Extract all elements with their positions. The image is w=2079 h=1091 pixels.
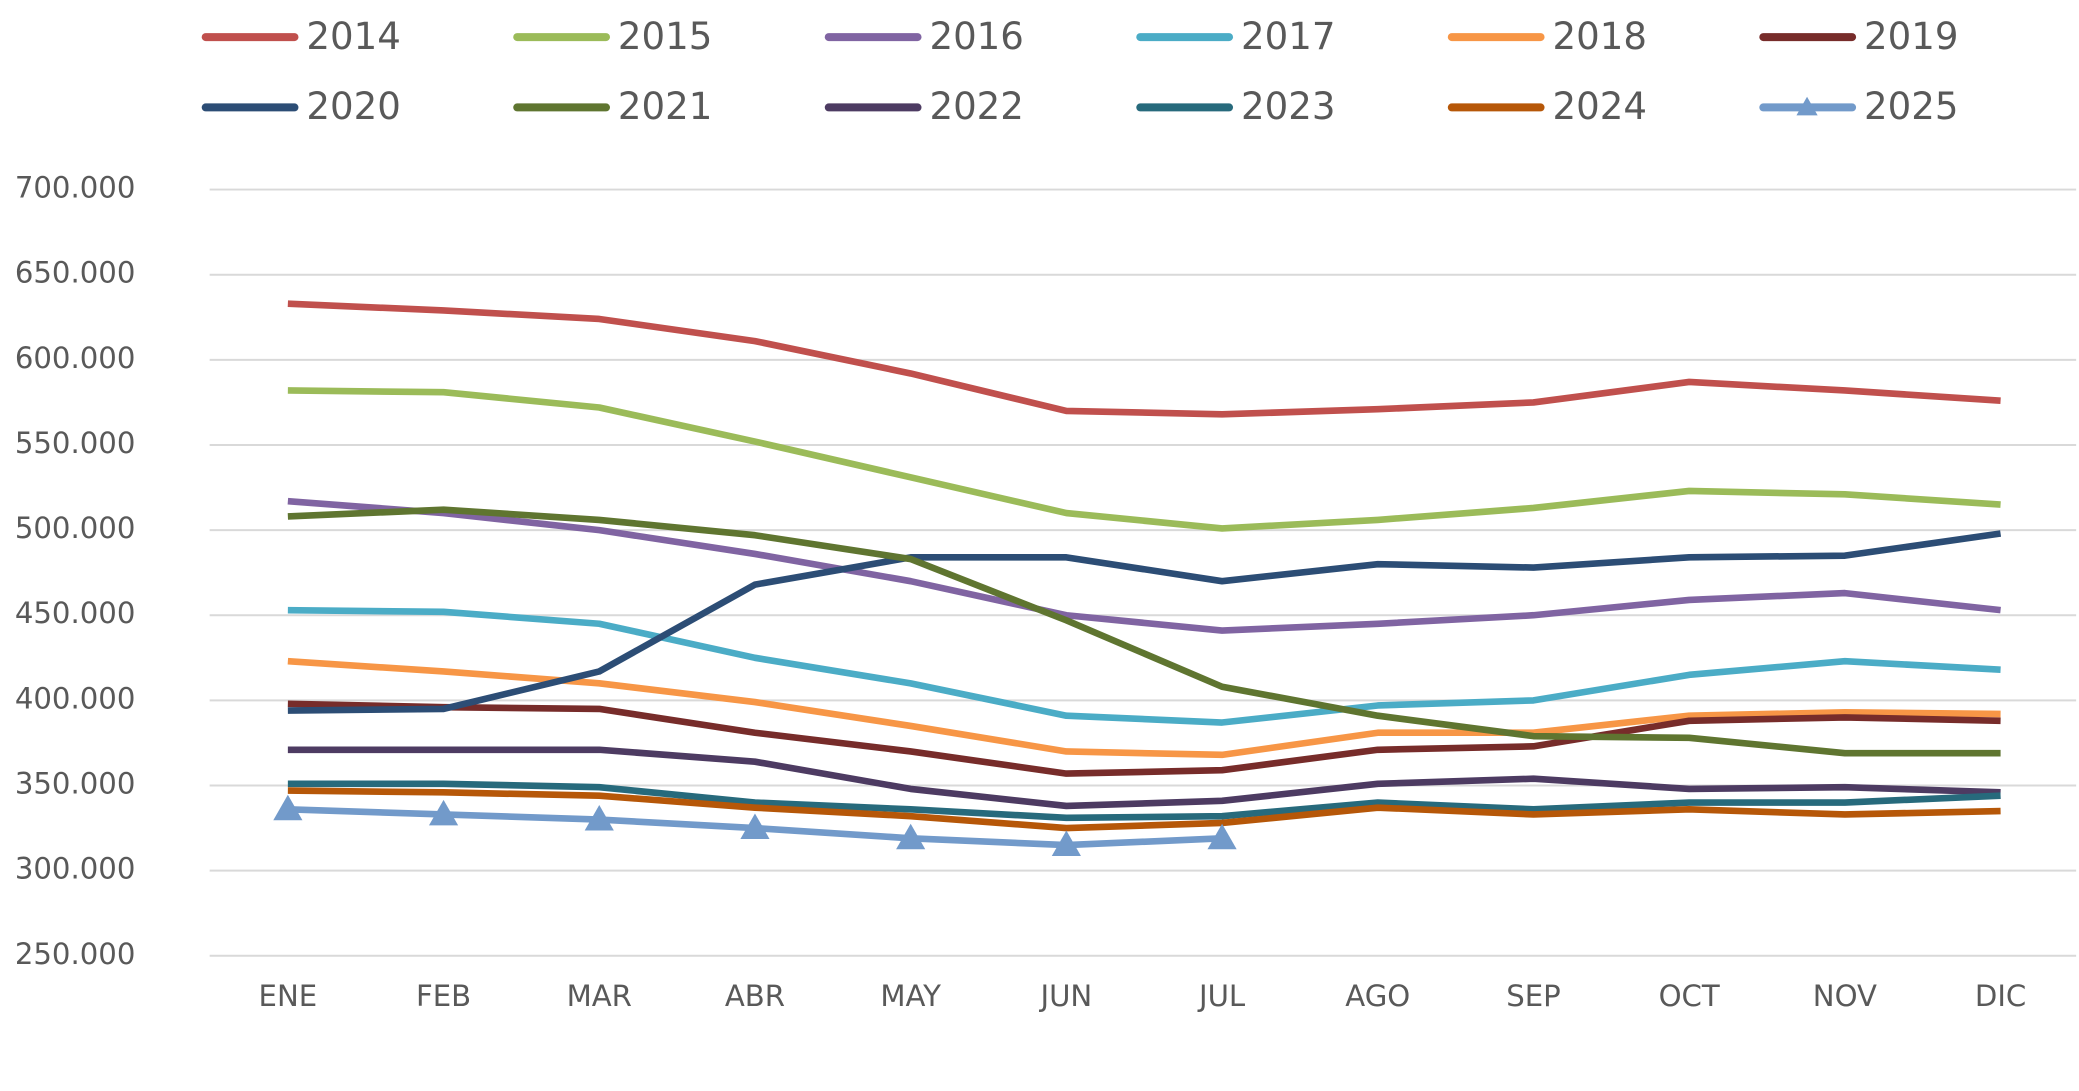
y-tick-label: 600.000 <box>15 341 136 375</box>
data-point <box>428 799 459 826</box>
x-tick-label: AGO <box>1345 979 1410 1013</box>
data-point <box>896 823 926 850</box>
legend-label: 2020 <box>306 85 400 128</box>
y-tick-label: 300.000 <box>15 852 136 886</box>
legend-label: 2017 <box>1241 15 1335 58</box>
x-tick-label: ENE <box>259 979 318 1013</box>
x-tick-label: NOV <box>1813 979 1877 1013</box>
y-tick-label: 500.000 <box>15 511 136 545</box>
x-tick-label: OCT <box>1659 979 1720 1013</box>
legend-item: 2024 <box>1447 85 1647 128</box>
series-line <box>287 530 2002 714</box>
data-point <box>1051 830 1081 857</box>
legend-item: 2023 <box>1136 85 1335 128</box>
legend-item: 2025 <box>1759 85 1958 128</box>
legend-label: 2025 <box>1864 85 1958 128</box>
series-line <box>287 746 2001 810</box>
series-line <box>287 657 2001 759</box>
data-point <box>740 813 770 840</box>
x-tick-label: MAY <box>880 979 941 1013</box>
legend-label: 2014 <box>306 15 400 58</box>
data-point <box>1207 823 1237 850</box>
legend-item: 2020 <box>201 85 401 128</box>
series-line <box>287 700 2001 777</box>
legend-item: 2021 <box>513 85 712 128</box>
series-line <box>287 606 2001 726</box>
legend-label: 2023 <box>1241 85 1335 128</box>
legend-marker <box>1796 96 1818 116</box>
y-tick-label: 650.000 <box>15 256 136 290</box>
legend-item: 2014 <box>201 15 401 58</box>
x-tick-label: JUL <box>1197 979 1246 1013</box>
x-tick-label: DIC <box>1975 979 2026 1013</box>
series-line <box>287 387 2001 532</box>
y-tick-label: 350.000 <box>15 767 136 801</box>
legend-item: 2017 <box>1136 15 1335 58</box>
series-line <box>287 787 2001 832</box>
y-tick-label: 450.000 <box>15 596 136 630</box>
y-tick-label: 250.000 <box>15 937 136 971</box>
x-tick-label: SEP <box>1506 979 1561 1013</box>
series-line <box>287 780 2001 822</box>
y-tick-label: 550.000 <box>15 426 136 460</box>
legend-label: 2024 <box>1553 85 1647 128</box>
series-line <box>287 497 2001 634</box>
x-tick-label: ABR <box>725 979 785 1013</box>
y-tick-label: 400.000 <box>15 681 136 715</box>
legend-item: 2022 <box>824 85 1024 128</box>
x-tick-label: MAR <box>567 979 632 1013</box>
y-tick-label: 700.000 <box>15 171 136 205</box>
legend-label: 2016 <box>929 15 1023 58</box>
legend-label: 2022 <box>929 85 1023 128</box>
legend-item: 2019 <box>1759 15 1958 58</box>
x-tick-label: JUN <box>1038 979 1092 1013</box>
legend-item: 2018 <box>1447 15 1647 58</box>
series-line <box>287 300 2001 418</box>
legend-label: 2021 <box>618 85 712 128</box>
data-point <box>584 804 614 831</box>
data-point <box>273 794 303 821</box>
legend-label: 2015 <box>618 15 712 58</box>
x-tick-label: FEB <box>416 979 471 1013</box>
legend-label: 2018 <box>1553 15 1647 58</box>
legend-item: 2015 <box>513 15 712 58</box>
legend-label: 2019 <box>1864 15 1958 58</box>
legend-item: 2016 <box>824 15 1024 58</box>
series-line <box>287 506 2001 757</box>
